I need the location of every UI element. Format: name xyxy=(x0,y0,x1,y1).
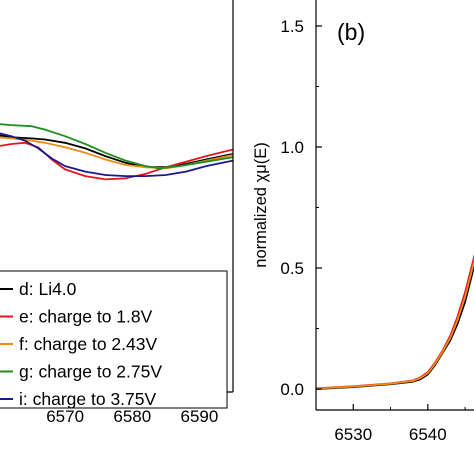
y-tick-label: 0.5 xyxy=(280,259,304,278)
x-tick-label-6570: 6570 xyxy=(46,407,84,426)
legend-item-label: g: charge to 2.75V xyxy=(19,362,162,382)
panel-a: 6570 6580 6590 d: Li4.0 e: charge to 1.8V f:… xyxy=(0,0,234,426)
panel-b: 0.0 0.5 1.0 1.5 6530 6540 normalized χμ(E) (b) xyxy=(252,0,474,444)
legend-item-label: i: charge to 3.75V xyxy=(19,389,156,409)
legend-item-label: d: Li4.0 xyxy=(19,279,77,299)
legend: d: Li4.0 e: charge to 1.8V f: charge to 2.… xyxy=(0,270,228,409)
y-tick-label: 1.5 xyxy=(280,17,304,36)
legend-item-label: f: charge to 2.43V xyxy=(19,334,157,354)
x-tick-label-6540: 6540 xyxy=(409,425,447,444)
y-tick-label: 0.0 xyxy=(280,380,304,399)
series-line-f-charge-to-2-43v xyxy=(316,258,474,390)
x-tick-label-6580: 6580 xyxy=(113,407,151,426)
legend-item-label: e: charge to 1.8V xyxy=(19,307,153,327)
panel-b-axes: 0.0 0.5 1.0 1.5 6530 6540 normalized χμ(E) xyxy=(252,0,474,444)
series-line-g-charge-to-2-75v xyxy=(0,123,233,170)
series-line-i-charge-to-3-75v xyxy=(0,132,233,177)
series-line-d-li4-0 xyxy=(0,134,233,169)
x-tick-label-6530: 6530 xyxy=(334,425,372,444)
panel-b-label: (b) xyxy=(337,19,365,45)
legend-box xyxy=(0,270,228,409)
x-tick-label-6590: 6590 xyxy=(181,407,219,426)
panel-a-plot-lines xyxy=(0,123,233,181)
series-line-e-charge-to-1-8v xyxy=(316,253,474,390)
series-line-e-charge-to-1-8v xyxy=(0,141,233,181)
series-line-d-li4-0 xyxy=(316,263,474,390)
y-tick-label: 1.0 xyxy=(280,138,304,157)
panel-b-plot-lines xyxy=(316,253,474,390)
y-axis-label: normalized χμ(E) xyxy=(252,142,270,267)
